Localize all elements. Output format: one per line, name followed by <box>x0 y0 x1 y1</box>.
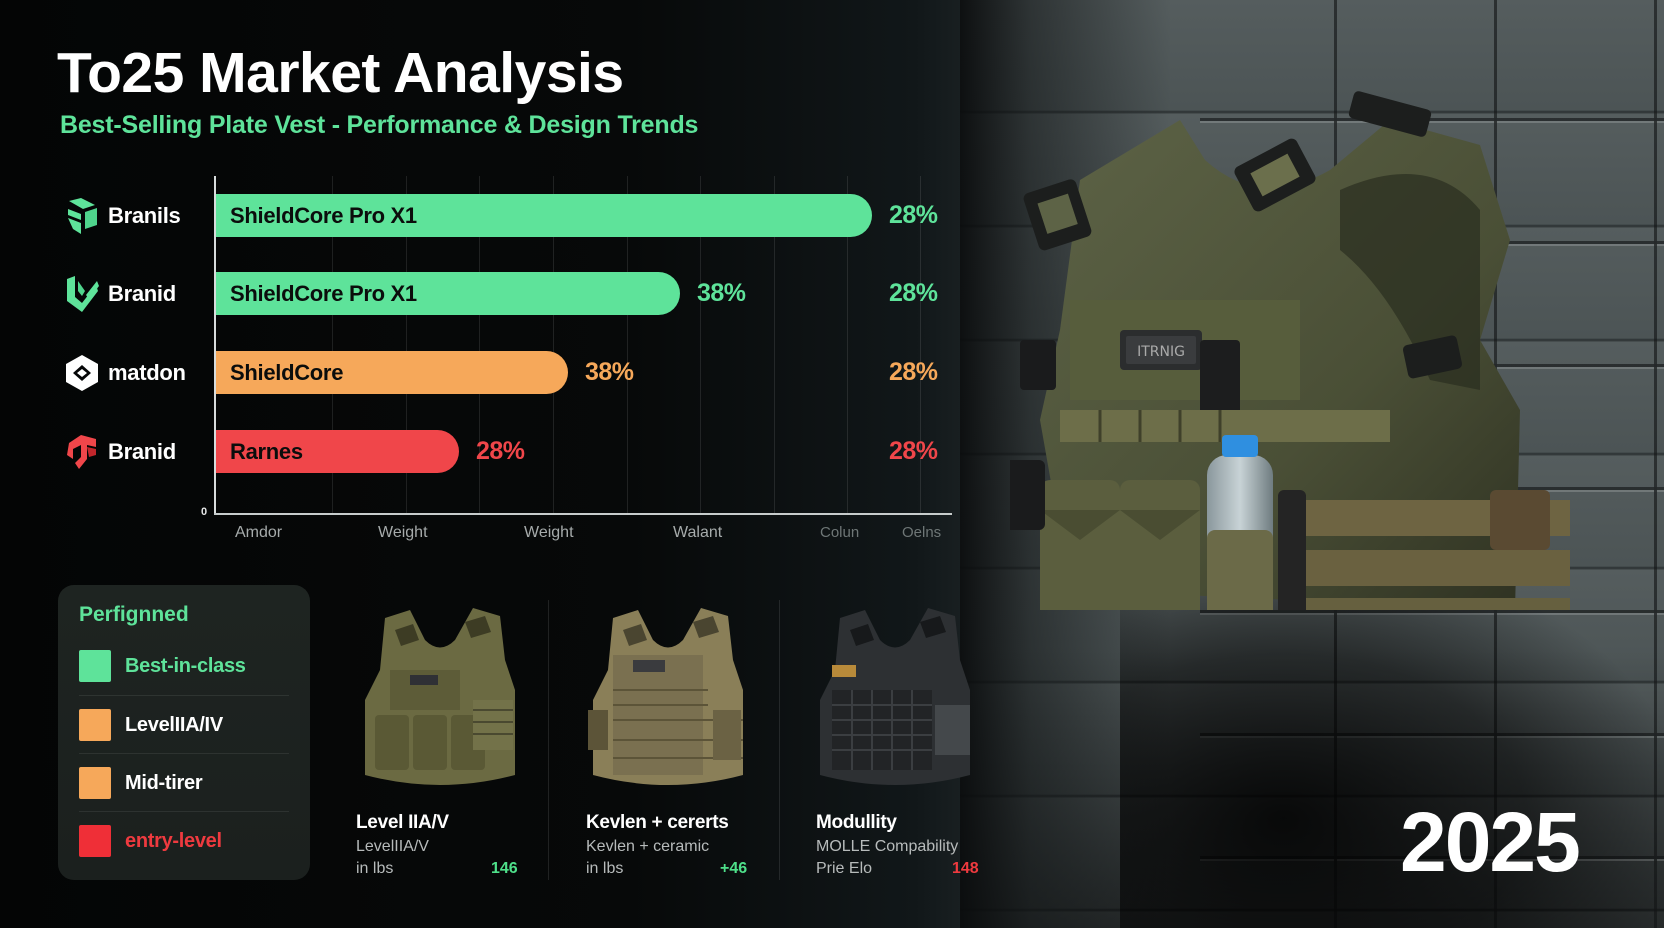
product-subtitle: MOLLE Compability <box>816 838 959 855</box>
year-label: 2025 <box>1400 795 1581 889</box>
bar-1[interactable]: ShieldCore Pro X1 <box>216 194 872 237</box>
right-value-label: 28% <box>889 437 938 465</box>
brand-row-2: Branid <box>64 273 176 315</box>
legend-label: Mid-tirer <box>125 771 203 794</box>
legend-divider <box>79 753 289 754</box>
bar-value-label: 38% <box>585 358 634 386</box>
card-divider <box>779 600 780 880</box>
page-title: To25 Market Analysis <box>57 41 624 105</box>
product-title: Modullity <box>816 812 897 833</box>
legend-swatch <box>79 709 111 741</box>
bar-label: ShieldCore Pro X1 <box>230 202 417 228</box>
x-tick-label: Walant <box>673 524 723 541</box>
legend-item-mid-tier: Mid-tirer <box>79 754 289 812</box>
product-unit: in lbs <box>586 860 624 877</box>
brand-label: Branid <box>108 439 176 464</box>
brand-row-1: Branils <box>64 195 181 237</box>
bar-4[interactable]: Rarnes <box>216 430 459 473</box>
legend-item-entry-level: entry-level <box>79 812 289 870</box>
bar-value-label: 28% <box>476 437 525 465</box>
gridline <box>700 176 701 513</box>
wall-shadow <box>1120 560 1664 928</box>
check-shield-logo-icon <box>64 274 100 314</box>
brand-label: Branid <box>108 281 176 306</box>
bar-label: Rarnes <box>230 438 303 464</box>
gridline <box>847 176 848 513</box>
hero-plate-carrier-image: ITRNIG <box>1010 91 1570 610</box>
bar-label: ShieldCore Pro X1 <box>230 280 417 306</box>
gridline <box>920 176 921 513</box>
product-unit: Prie Elo <box>816 860 873 877</box>
page-subtitle: Best-Selling Plate Vest - Performance & … <box>60 111 699 139</box>
right-value-label: 28% <box>889 358 938 386</box>
x-axis <box>214 513 952 515</box>
bar-label: ShieldCore <box>230 359 344 385</box>
legend-label: LevelIIA/IV <box>125 713 223 736</box>
x-tick-label: Weight <box>378 524 428 541</box>
stacked-chevron-logo-icon <box>64 196 100 236</box>
olive-vest-image <box>365 608 515 785</box>
tan-vest-image <box>588 608 743 785</box>
gridline <box>479 176 480 513</box>
x-tick-label: Oelns <box>902 524 942 541</box>
product-value: 146 <box>491 860 518 877</box>
red-mask-logo-icon <box>64 432 100 472</box>
legend-swatch <box>79 825 111 857</box>
gridline <box>332 176 333 513</box>
x-tick-label: Weight <box>524 524 574 541</box>
gridline <box>406 176 407 513</box>
legend-label: entry-level <box>125 829 222 852</box>
legend-divider <box>79 811 289 812</box>
card-divider <box>548 600 549 880</box>
patch-text: ITRNIG <box>1137 344 1185 360</box>
market-share-bar-chart: 0 Branils Branid <box>0 0 960 560</box>
right-value-label: 28% <box>889 279 938 307</box>
y-axis <box>214 176 216 515</box>
legend-item-level: LevelIIA/IV <box>79 696 289 754</box>
gridline <box>774 176 775 513</box>
legend-item-best-in-class: Best-in-class <box>79 637 289 695</box>
x-tick-label: Amdor <box>235 524 283 541</box>
legend-swatch <box>79 767 111 799</box>
black-vest-image <box>820 608 970 785</box>
bar-2[interactable]: ShieldCore Pro X1 <box>216 272 680 315</box>
brand-label: matdon <box>108 360 186 385</box>
brand-row-3: matdon <box>64 352 186 394</box>
product-title: Kevlen + cererts <box>586 812 729 833</box>
legend-swatch <box>79 650 111 682</box>
product-subtitle: Kevlen + ceramic <box>586 838 710 855</box>
y-origin-label: 0 <box>201 506 208 518</box>
product-value: 148 <box>952 860 979 877</box>
product-unit: in lbs <box>356 860 394 877</box>
gridline <box>553 176 554 513</box>
right-value-label: 28% <box>889 201 938 229</box>
performance-legend: Perfignned Best-in-class LevelIIA/IV Mid… <box>58 585 310 880</box>
hexagon-diamond-logo-icon <box>64 353 100 393</box>
x-tick-label: Colun <box>820 524 860 541</box>
bar-value-label: 38% <box>697 279 746 307</box>
brand-label: Branils <box>108 203 181 228</box>
gridline <box>627 176 628 513</box>
product-value: +46 <box>720 860 748 877</box>
legend-divider <box>79 695 289 696</box>
legend-title: Perfignned <box>79 603 189 626</box>
bar-3[interactable]: ShieldCore <box>216 351 568 394</box>
product-subtitle: LevelIIA/V <box>356 838 429 855</box>
product-title: Level IIA/V <box>356 812 449 833</box>
legend-label: Best-in-class <box>125 654 246 677</box>
brand-row-4: Branid <box>64 431 176 473</box>
